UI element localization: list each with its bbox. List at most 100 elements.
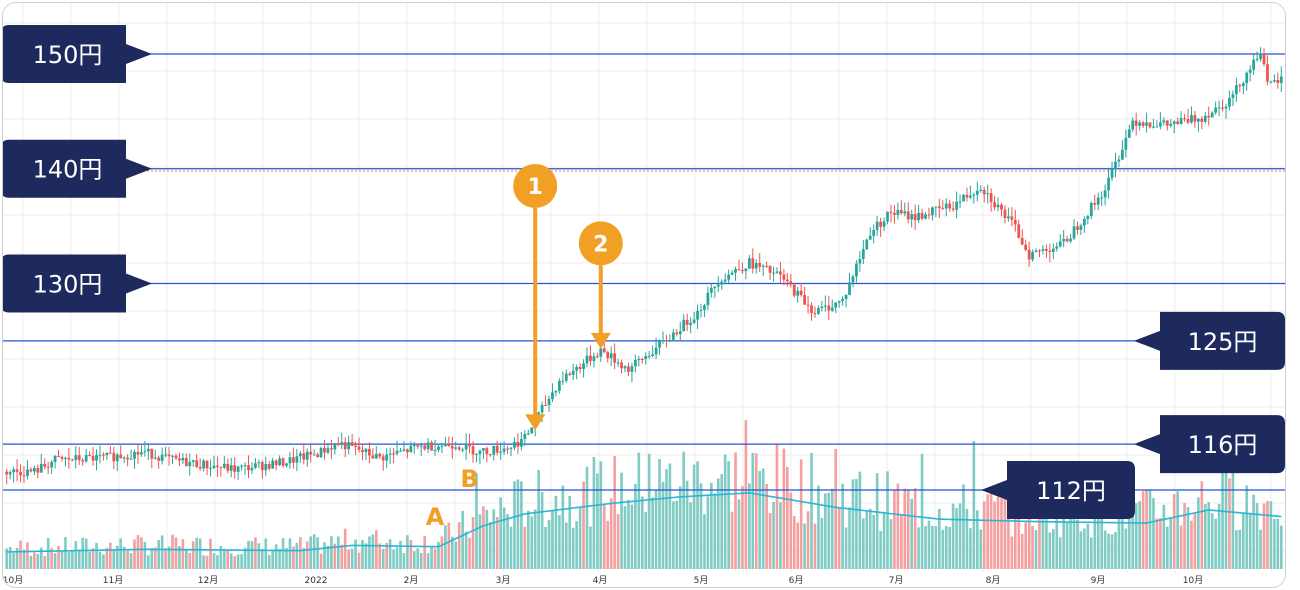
candle-body xyxy=(95,455,98,461)
candle xyxy=(751,248,755,274)
volume-bar xyxy=(582,481,585,569)
volume-bar xyxy=(1096,517,1100,569)
candle-body xyxy=(806,304,810,306)
candle-body xyxy=(640,358,644,360)
candle-body xyxy=(564,373,568,381)
volume-bar xyxy=(1262,503,1266,569)
candle-body xyxy=(188,461,192,467)
volume-bar xyxy=(77,549,81,569)
candle-body xyxy=(333,443,337,450)
candle xyxy=(457,445,461,452)
volume-bar xyxy=(1145,489,1148,569)
candle xyxy=(371,448,375,459)
candle xyxy=(899,200,903,215)
candle xyxy=(122,456,126,464)
candle xyxy=(561,371,565,386)
candle-body xyxy=(191,460,195,462)
candle-body xyxy=(551,392,554,399)
candle xyxy=(464,433,468,460)
volume-bar xyxy=(295,542,299,569)
volume-bar xyxy=(851,479,855,569)
candle xyxy=(551,383,554,403)
candle-body xyxy=(975,190,979,195)
volume-bar xyxy=(630,504,634,569)
candle-body xyxy=(423,445,427,450)
candle xyxy=(357,437,361,453)
candle xyxy=(1093,194,1097,210)
volume-bar xyxy=(592,457,596,569)
volume-bar xyxy=(1214,518,1217,569)
volume-bar xyxy=(668,463,672,569)
candle-body xyxy=(554,390,558,393)
price-level-callout xyxy=(3,254,152,313)
volume-bar xyxy=(205,555,209,569)
candle-body xyxy=(519,438,523,447)
candle xyxy=(181,453,185,465)
volume-bar xyxy=(1221,470,1224,569)
candle xyxy=(46,461,50,475)
candle-body xyxy=(119,454,123,459)
candle-body xyxy=(50,461,54,468)
candle-body xyxy=(671,332,675,340)
volume-bar xyxy=(447,522,451,569)
volume-bar xyxy=(381,548,385,569)
candle xyxy=(323,439,326,460)
candle xyxy=(32,465,36,476)
candle-body xyxy=(1058,241,1062,247)
candle xyxy=(1020,229,1024,245)
candle-body xyxy=(547,398,551,406)
candle-body xyxy=(1217,107,1221,109)
candle xyxy=(1117,155,1121,168)
volume-bar xyxy=(160,535,164,569)
volume-bar xyxy=(1203,504,1207,569)
candle xyxy=(1248,65,1252,82)
candle xyxy=(730,270,734,275)
candle-body xyxy=(1007,216,1010,219)
candle xyxy=(57,449,60,458)
candle xyxy=(972,192,976,204)
candle xyxy=(343,437,347,458)
candle-body xyxy=(955,201,958,210)
volume-bar xyxy=(1231,469,1235,569)
volume-bar xyxy=(1266,500,1269,569)
candle xyxy=(813,306,817,318)
candle xyxy=(209,459,212,477)
candle xyxy=(1034,248,1038,253)
candle-body xyxy=(433,449,437,451)
volume-bar xyxy=(558,515,561,569)
candle xyxy=(768,265,772,281)
candle xyxy=(557,378,561,394)
candle-body xyxy=(903,211,907,214)
candle xyxy=(830,299,834,313)
candle-body xyxy=(1155,126,1159,128)
volume-bar xyxy=(26,542,29,569)
candle-body xyxy=(1017,224,1021,238)
volume-bar xyxy=(737,499,741,569)
candle xyxy=(689,317,693,334)
candle-body xyxy=(709,287,713,293)
candle-body xyxy=(1190,115,1193,123)
candle xyxy=(1183,114,1186,122)
volume-bar xyxy=(699,483,703,569)
volume-bar xyxy=(1200,481,1204,569)
candle-body xyxy=(761,265,765,267)
candle-body xyxy=(906,211,910,220)
candle xyxy=(1145,112,1148,133)
price-level-label-116: 116円 xyxy=(1134,415,1285,474)
candle xyxy=(609,346,613,367)
candle-body xyxy=(1148,122,1152,128)
candle-body xyxy=(1245,72,1249,84)
volume-bar xyxy=(288,538,292,569)
candle xyxy=(692,312,696,325)
candle-body xyxy=(813,313,817,315)
volume-bar xyxy=(1148,490,1152,569)
volume-bar xyxy=(596,473,599,569)
volume-bar xyxy=(1134,503,1138,569)
candle xyxy=(1155,120,1159,128)
candle xyxy=(216,456,219,478)
candle xyxy=(409,441,413,453)
volume-bar xyxy=(506,514,509,569)
candle-body xyxy=(958,201,962,203)
volume-bar xyxy=(1224,471,1228,569)
candle xyxy=(1255,51,1259,62)
